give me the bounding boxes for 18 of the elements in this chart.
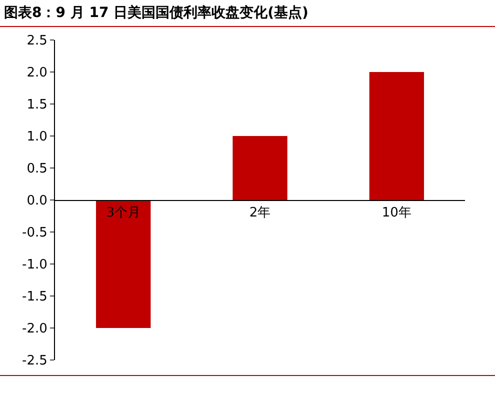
y-tick-label: -1.0	[22, 258, 48, 273]
y-tick-label: -1.5	[22, 290, 48, 305]
x-tick-label: 2年	[249, 206, 271, 221]
y-tick-label: -2.5	[22, 354, 48, 369]
x-tick-label: 3个月	[106, 206, 140, 221]
y-tick-label: 1.0	[26, 130, 48, 145]
y-tick-label: 0.0	[26, 194, 48, 209]
chart-title: 图表8：9 月 17 日美国国债利率收盘变化(基点)	[4, 4, 308, 22]
y-tick-label: -0.5	[22, 226, 48, 241]
bar	[96, 200, 151, 328]
bar	[369, 72, 424, 200]
y-tick-label: -2.0	[22, 322, 48, 337]
y-tick-label: 1.5	[26, 98, 48, 113]
y-tick-label: 0.5	[26, 162, 48, 177]
y-tick-label: 2.5	[26, 34, 48, 49]
y-tick-label: 2.0	[26, 66, 48, 81]
x-tick-label: 10年	[382, 206, 412, 221]
bar	[232, 136, 288, 200]
